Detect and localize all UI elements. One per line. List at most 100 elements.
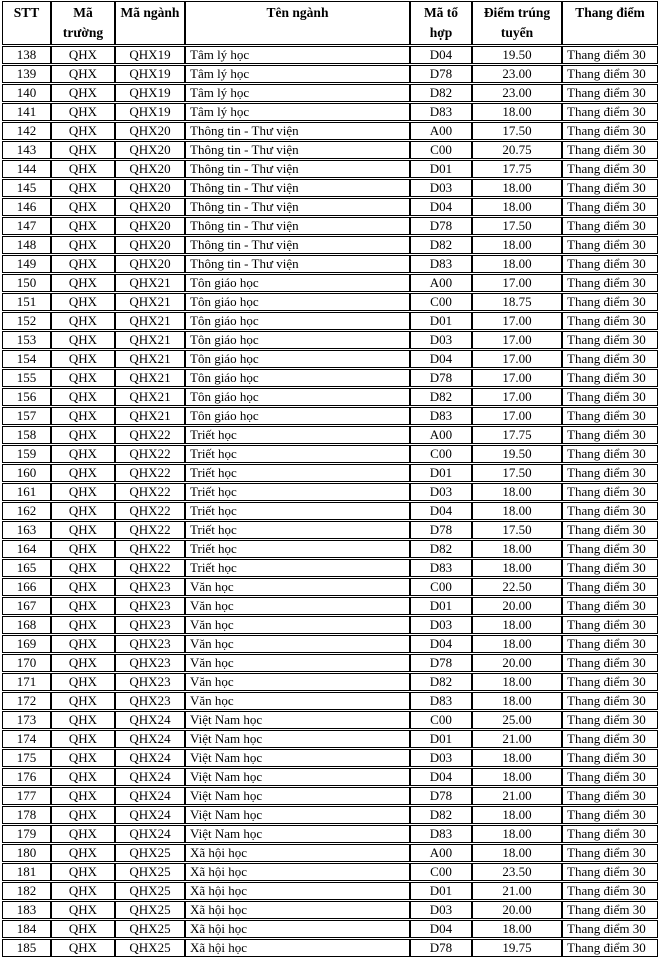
cell-ma-to-hop: D04 — [410, 920, 472, 938]
cell-thang-diem: Thang điểm 30 — [562, 559, 658, 577]
cell-thang-diem: Thang điểm 30 — [562, 312, 658, 330]
column-header-thang-diem: Thang điểm — [562, 1, 658, 45]
cell-stt: 149 — [2, 255, 51, 273]
cell-ma-truong: QHX — [51, 217, 115, 235]
cell-stt: 175 — [2, 749, 51, 767]
cell-ten-nganh: Tôn giáo học — [185, 274, 410, 292]
cell-ma-truong: QHX — [51, 122, 115, 140]
cell-ma-truong: QHX — [51, 939, 115, 957]
cell-thang-diem: Thang điểm 30 — [562, 426, 658, 444]
cell-ma-truong: QHX — [51, 160, 115, 178]
cell-stt: 181 — [2, 863, 51, 881]
cell-ma-to-hop: D83 — [410, 103, 472, 121]
cell-diem-trung-tuyen: 18.00 — [472, 635, 562, 653]
cell-thang-diem: Thang điểm 30 — [562, 103, 658, 121]
cell-diem-trung-tuyen: 18.00 — [472, 559, 562, 577]
cell-ma-truong: QHX — [51, 293, 115, 311]
cell-thang-diem: Thang điểm 30 — [562, 445, 658, 463]
cell-ten-nganh: Xã hội học — [185, 882, 410, 900]
cell-thang-diem: Thang điểm 30 — [562, 217, 658, 235]
cell-stt: 185 — [2, 939, 51, 957]
cell-stt: 173 — [2, 711, 51, 729]
cell-ten-nganh: Tâm lý học — [185, 46, 410, 64]
cell-ma-nganh: QHX22 — [115, 445, 185, 463]
cell-ten-nganh: Triết học — [185, 464, 410, 482]
cell-ma-nganh: QHX25 — [115, 939, 185, 957]
cell-diem-trung-tuyen: 18.00 — [472, 749, 562, 767]
cell-diem-trung-tuyen: 17.50 — [472, 122, 562, 140]
cell-ma-to-hop: D03 — [410, 483, 472, 501]
cell-diem-trung-tuyen: 17.50 — [472, 217, 562, 235]
cell-thang-diem: Thang điểm 30 — [562, 160, 658, 178]
cell-stt: 159 — [2, 445, 51, 463]
table-row: 181 QHX QHX25 Xã hội học C00 23.50 Thang điểm … — [2, 863, 658, 881]
cell-diem-trung-tuyen: 18.00 — [472, 502, 562, 520]
cell-ma-truong: QHX — [51, 426, 115, 444]
cell-ma-truong: QHX — [51, 369, 115, 387]
cell-ten-nganh: Tôn giáo học — [185, 331, 410, 349]
cell-diem-trung-tuyen: 20.00 — [472, 597, 562, 615]
cell-ma-to-hop: D03 — [410, 179, 472, 197]
cell-ten-nganh: Văn học — [185, 616, 410, 634]
cell-ma-nganh: QHX24 — [115, 806, 185, 824]
cell-thang-diem: Thang điểm 30 — [562, 616, 658, 634]
table-row: 173 QHX QHX24 Việt Nam học C00 25.00 Thang điể… — [2, 711, 658, 729]
cell-diem-trung-tuyen: 17.00 — [472, 350, 562, 368]
cell-stt: 167 — [2, 597, 51, 615]
cell-stt: 141 — [2, 103, 51, 121]
table-row: 156 QHX QHX21 Tôn giáo học D82 17.00 Thang điể… — [2, 388, 658, 406]
cell-diem-trung-tuyen: 21.00 — [472, 787, 562, 805]
cell-ma-to-hop: D04 — [410, 198, 472, 216]
cell-ma-to-hop: D01 — [410, 312, 472, 330]
cell-diem-trung-tuyen: 18.00 — [472, 768, 562, 786]
cell-ma-truong: QHX — [51, 692, 115, 710]
cell-ma-to-hop: D01 — [410, 882, 472, 900]
cell-ma-truong: QHX — [51, 673, 115, 691]
cell-ma-truong: QHX — [51, 464, 115, 482]
cell-ma-nganh: QHX22 — [115, 559, 185, 577]
cell-ma-truong: QHX — [51, 84, 115, 102]
table-row: 177 QHX QHX24 Việt Nam học D78 21.00 Thang điể… — [2, 787, 658, 805]
cell-ma-truong: QHX — [51, 483, 115, 501]
cell-ma-nganh: QHX23 — [115, 654, 185, 672]
table-row: 149 QHX QHX20 Thông tin - Thư viện D83 18.00 T… — [2, 255, 658, 273]
cell-ma-truong: QHX — [51, 141, 115, 159]
cell-ma-nganh: QHX25 — [115, 882, 185, 900]
cell-ten-nganh: Việt Nam học — [185, 749, 410, 767]
cell-diem-trung-tuyen: 17.50 — [472, 464, 562, 482]
cell-ma-nganh: QHX25 — [115, 863, 185, 881]
cell-ma-nganh: QHX21 — [115, 312, 185, 330]
cell-diem-trung-tuyen: 19.50 — [472, 445, 562, 463]
table-row: 147 QHX QHX20 Thông tin - Thư viện D78 17.50 T… — [2, 217, 658, 235]
table-row: 155 QHX QHX21 Tôn giáo học D78 17.00 Thang điể… — [2, 369, 658, 387]
cell-stt: 170 — [2, 654, 51, 672]
cell-stt: 166 — [2, 578, 51, 596]
cell-ten-nganh: Tâm lý học — [185, 65, 410, 83]
cell-ma-truong: QHX — [51, 274, 115, 292]
cell-ma-nganh: QHX23 — [115, 673, 185, 691]
cell-ten-nganh: Tôn giáo học — [185, 388, 410, 406]
cell-ten-nganh: Triết học — [185, 445, 410, 463]
table-row: 160 QHX QHX22 Triết học D01 17.50 Thang điểm 3… — [2, 464, 658, 482]
table-row: 159 QHX QHX22 Triết học C00 19.50 Thang điểm 3… — [2, 445, 658, 463]
cell-ma-to-hop: D82 — [410, 806, 472, 824]
cell-stt: 161 — [2, 483, 51, 501]
cell-ten-nganh: Việt Nam học — [185, 730, 410, 748]
cell-ma-truong: QHX — [51, 179, 115, 197]
cell-ma-truong: QHX — [51, 749, 115, 767]
cell-stt: 177 — [2, 787, 51, 805]
cell-thang-diem: Thang điểm 30 — [562, 84, 658, 102]
header-row: STT Mã trường Mã ngành Tên ngành Mã tổ h… — [2, 1, 658, 45]
table-row: 182 QHX QHX25 Xã hội học D01 21.00 Thang điểm … — [2, 882, 658, 900]
cell-ma-truong: QHX — [51, 844, 115, 862]
table-row: 158 QHX QHX22 Triết học A00 17.75 Thang điểm 3… — [2, 426, 658, 444]
cell-stt: 151 — [2, 293, 51, 311]
cell-stt: 148 — [2, 236, 51, 254]
cell-ma-nganh: QHX20 — [115, 141, 185, 159]
cell-ten-nganh: Tâm lý học — [185, 103, 410, 121]
cell-diem-trung-tuyen: 18.00 — [472, 198, 562, 216]
cell-diem-trung-tuyen: 23.00 — [472, 84, 562, 102]
cell-ma-nganh: QHX20 — [115, 160, 185, 178]
cell-ten-nganh: Tâm lý học — [185, 84, 410, 102]
cell-ma-truong: QHX — [51, 331, 115, 349]
